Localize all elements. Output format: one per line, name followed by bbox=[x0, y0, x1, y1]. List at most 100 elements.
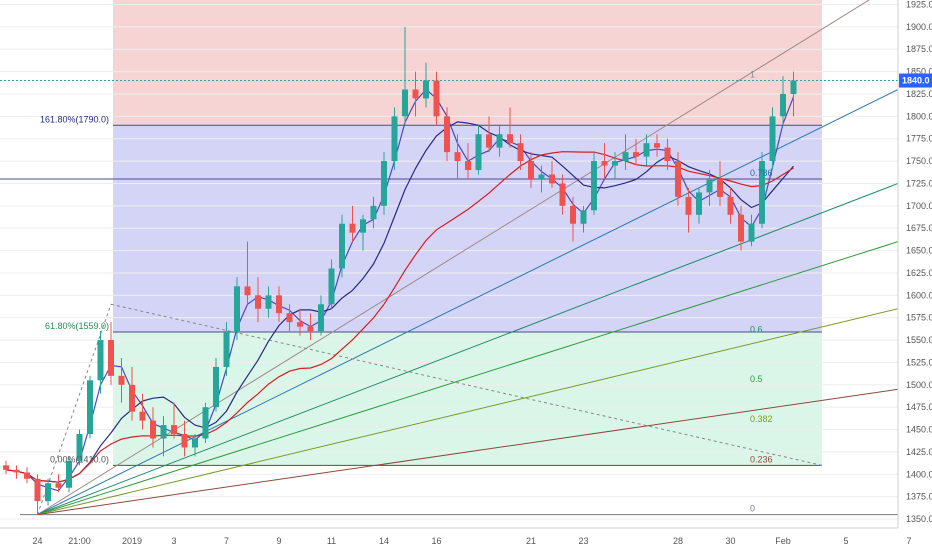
candle-body-45 bbox=[475, 134, 482, 171]
candle-body-26 bbox=[276, 295, 282, 314]
candle-body-23 bbox=[244, 286, 251, 296]
fib-zone-2 bbox=[113, 332, 822, 466]
y-tick-label-1425: 1425.0 bbox=[906, 447, 932, 457]
candle-body-52 bbox=[549, 174, 555, 184]
y-tick-label-1725: 1725.0 bbox=[906, 178, 932, 188]
x-tick-label-14: 5 bbox=[843, 536, 848, 546]
candle-body-7 bbox=[76, 434, 83, 461]
candle-body-59 bbox=[622, 152, 629, 162]
candle-body-63 bbox=[664, 147, 671, 162]
candle-body-4 bbox=[45, 483, 51, 502]
candle-body-55 bbox=[580, 210, 587, 224]
fib-level-label-3: 0.5 bbox=[750, 374, 763, 384]
fan-line-1 bbox=[37, 89, 899, 516]
dashed-leg-up bbox=[37, 304, 112, 515]
candle-body-33 bbox=[349, 223, 356, 233]
candle-body-58 bbox=[612, 161, 618, 166]
y-tick-label-1500: 1500.0 bbox=[906, 380, 932, 390]
candle-body-47 bbox=[496, 134, 503, 148]
fan-line-0 bbox=[37, 0, 871, 516]
y-tick-label-1750: 1750.0 bbox=[906, 156, 932, 166]
candle-body-50 bbox=[528, 161, 534, 179]
candle-body-66 bbox=[696, 192, 702, 215]
candle-body-28 bbox=[297, 322, 303, 327]
candle-body-10 bbox=[108, 340, 114, 376]
x-tick-label-4: 7 bbox=[224, 536, 229, 546]
fib-level-label-2: 0.382 bbox=[750, 414, 773, 424]
y-tick-label-1650: 1650.0 bbox=[906, 246, 932, 256]
y-tick-label-1600: 1600.0 bbox=[906, 290, 932, 300]
candle-body-62 bbox=[654, 143, 660, 148]
x-tick-label-5: 9 bbox=[276, 536, 281, 546]
y-axis[interactable]: 1925.0 1900.0 1875.0 1850.0 1825.0 1800.0 1775… bbox=[897, 0, 932, 528]
y-tick-label-1625: 1625.0 bbox=[906, 268, 932, 278]
candle-body-17 bbox=[181, 434, 188, 448]
y-tick-label-1925: 1925.0 bbox=[906, 0, 932, 9]
candle-body-70 bbox=[738, 214, 744, 242]
x-tick-label-10: 23 bbox=[578, 536, 588, 546]
candle-body-22 bbox=[234, 286, 240, 332]
candle-body-73 bbox=[769, 116, 776, 162]
candle-body-74 bbox=[780, 93, 786, 117]
candle-body-37 bbox=[391, 116, 398, 162]
candle-body-56 bbox=[591, 161, 597, 211]
y-tick-label-1450: 1450.0 bbox=[906, 425, 932, 435]
candle-body-32 bbox=[339, 223, 345, 269]
candle-body-60 bbox=[633, 152, 639, 157]
x-tick-label-9: 21 bbox=[526, 536, 536, 546]
y-tick-label-1850: 1850.0 bbox=[906, 67, 932, 77]
y-tick-label-1375: 1375.0 bbox=[906, 492, 932, 502]
y-tick-label-1800: 1800.0 bbox=[906, 111, 932, 121]
fan-line-4 bbox=[37, 308, 899, 516]
fan-line-2 bbox=[37, 182, 899, 516]
fib-zones bbox=[113, 0, 822, 466]
candle-body-1 bbox=[13, 469, 20, 473]
y-tick-label-1400: 1400.0 bbox=[906, 469, 932, 479]
candle-body-51 bbox=[538, 174, 545, 179]
candle-body-49 bbox=[517, 143, 524, 162]
gann-fan-lines bbox=[37, 0, 899, 516]
candle-body-25 bbox=[265, 295, 272, 309]
candle-body-54 bbox=[570, 205, 576, 224]
candle-body-30 bbox=[318, 304, 324, 332]
ma-8 bbox=[5, 121, 794, 483]
y-tick-label-1525: 1525.0 bbox=[906, 357, 932, 367]
fib-level-label-0: 0 bbox=[750, 504, 755, 514]
fan-line-3 bbox=[37, 241, 899, 516]
fib-retracement-label-1: 61.80%(1559.0) bbox=[45, 321, 109, 331]
candle-body-20 bbox=[213, 366, 219, 408]
candle-body-16 bbox=[171, 425, 177, 435]
candle-body-41 bbox=[433, 80, 440, 117]
candle-body-35 bbox=[370, 205, 377, 220]
y-tick-label-1675: 1675.0 bbox=[906, 223, 932, 233]
candle-body-53 bbox=[559, 183, 566, 206]
candle-body-13 bbox=[139, 411, 146, 421]
candle-body-61 bbox=[643, 143, 650, 157]
candle-body-31 bbox=[328, 268, 335, 305]
candle-body-64 bbox=[675, 161, 681, 197]
candle-body-43 bbox=[454, 152, 461, 162]
x-axis[interactable]: 24 21:00 2019 3 7 9 11 14 16 21 23 28 30 Feb 5 7 bbox=[0, 527, 932, 550]
x-tick-label-15: 7 bbox=[906, 536, 911, 546]
candles bbox=[3, 26, 797, 515]
candle-body-75 bbox=[790, 80, 797, 94]
candle-body-21 bbox=[223, 331, 230, 367]
last-price-tag-bg bbox=[899, 73, 932, 88]
moving-averages bbox=[5, 88, 795, 492]
x-tick-label-13: Feb bbox=[775, 536, 791, 546]
ma-3 bbox=[5, 88, 795, 492]
x-tick-label-6: 11 bbox=[327, 536, 336, 546]
candle-body-69 bbox=[727, 196, 734, 215]
candle-body-39 bbox=[412, 89, 419, 99]
candle-body-29 bbox=[307, 326, 314, 332]
candle-body-8 bbox=[87, 380, 93, 435]
candle-body-2 bbox=[24, 472, 30, 479]
x-tick-label-11: 28 bbox=[673, 536, 683, 546]
candle-body-11 bbox=[118, 375, 125, 385]
y-tick-label-1875: 1875.0 bbox=[906, 44, 932, 54]
fan-line-5 bbox=[37, 388, 899, 516]
x-tick-label-8: 16 bbox=[431, 536, 441, 546]
last-price-tag: 1840.0 bbox=[899, 73, 932, 88]
y-tick-label-1350: 1350.0 bbox=[906, 514, 932, 524]
